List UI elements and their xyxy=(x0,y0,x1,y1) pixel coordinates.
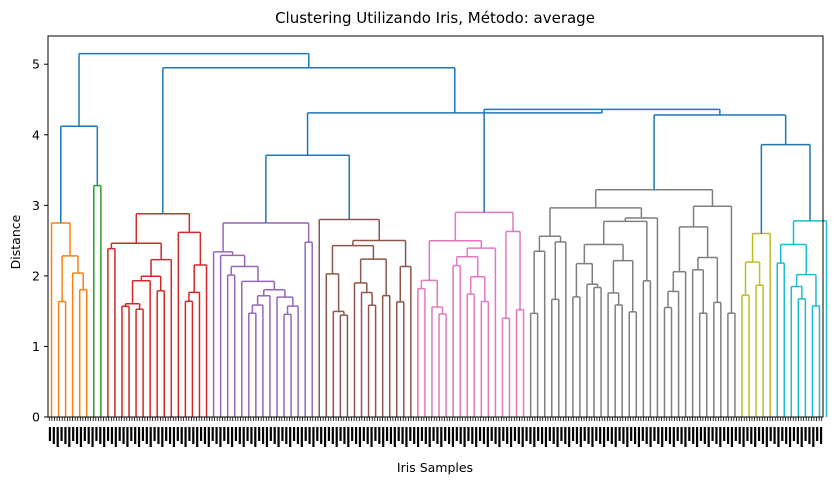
plot-area xyxy=(50,52,828,417)
y-axis-label: Distance xyxy=(8,214,23,269)
y-tick-label: 2 xyxy=(32,268,40,283)
y-tick-label: 5 xyxy=(32,57,40,72)
y-tick-label: 4 xyxy=(32,127,40,142)
x-axis-label: Iris Samples xyxy=(397,460,473,475)
y-tick-label: 1 xyxy=(32,339,40,354)
x-axis xyxy=(48,417,823,447)
y-tick-label: 3 xyxy=(32,198,40,213)
y-axis: 0 1 2 3 4 5 xyxy=(32,57,48,425)
axes-frame xyxy=(47,35,824,418)
chart-title: Clustering Utilizando Iris, Método: aver… xyxy=(275,9,595,27)
y-tick-label: 0 xyxy=(32,410,40,425)
